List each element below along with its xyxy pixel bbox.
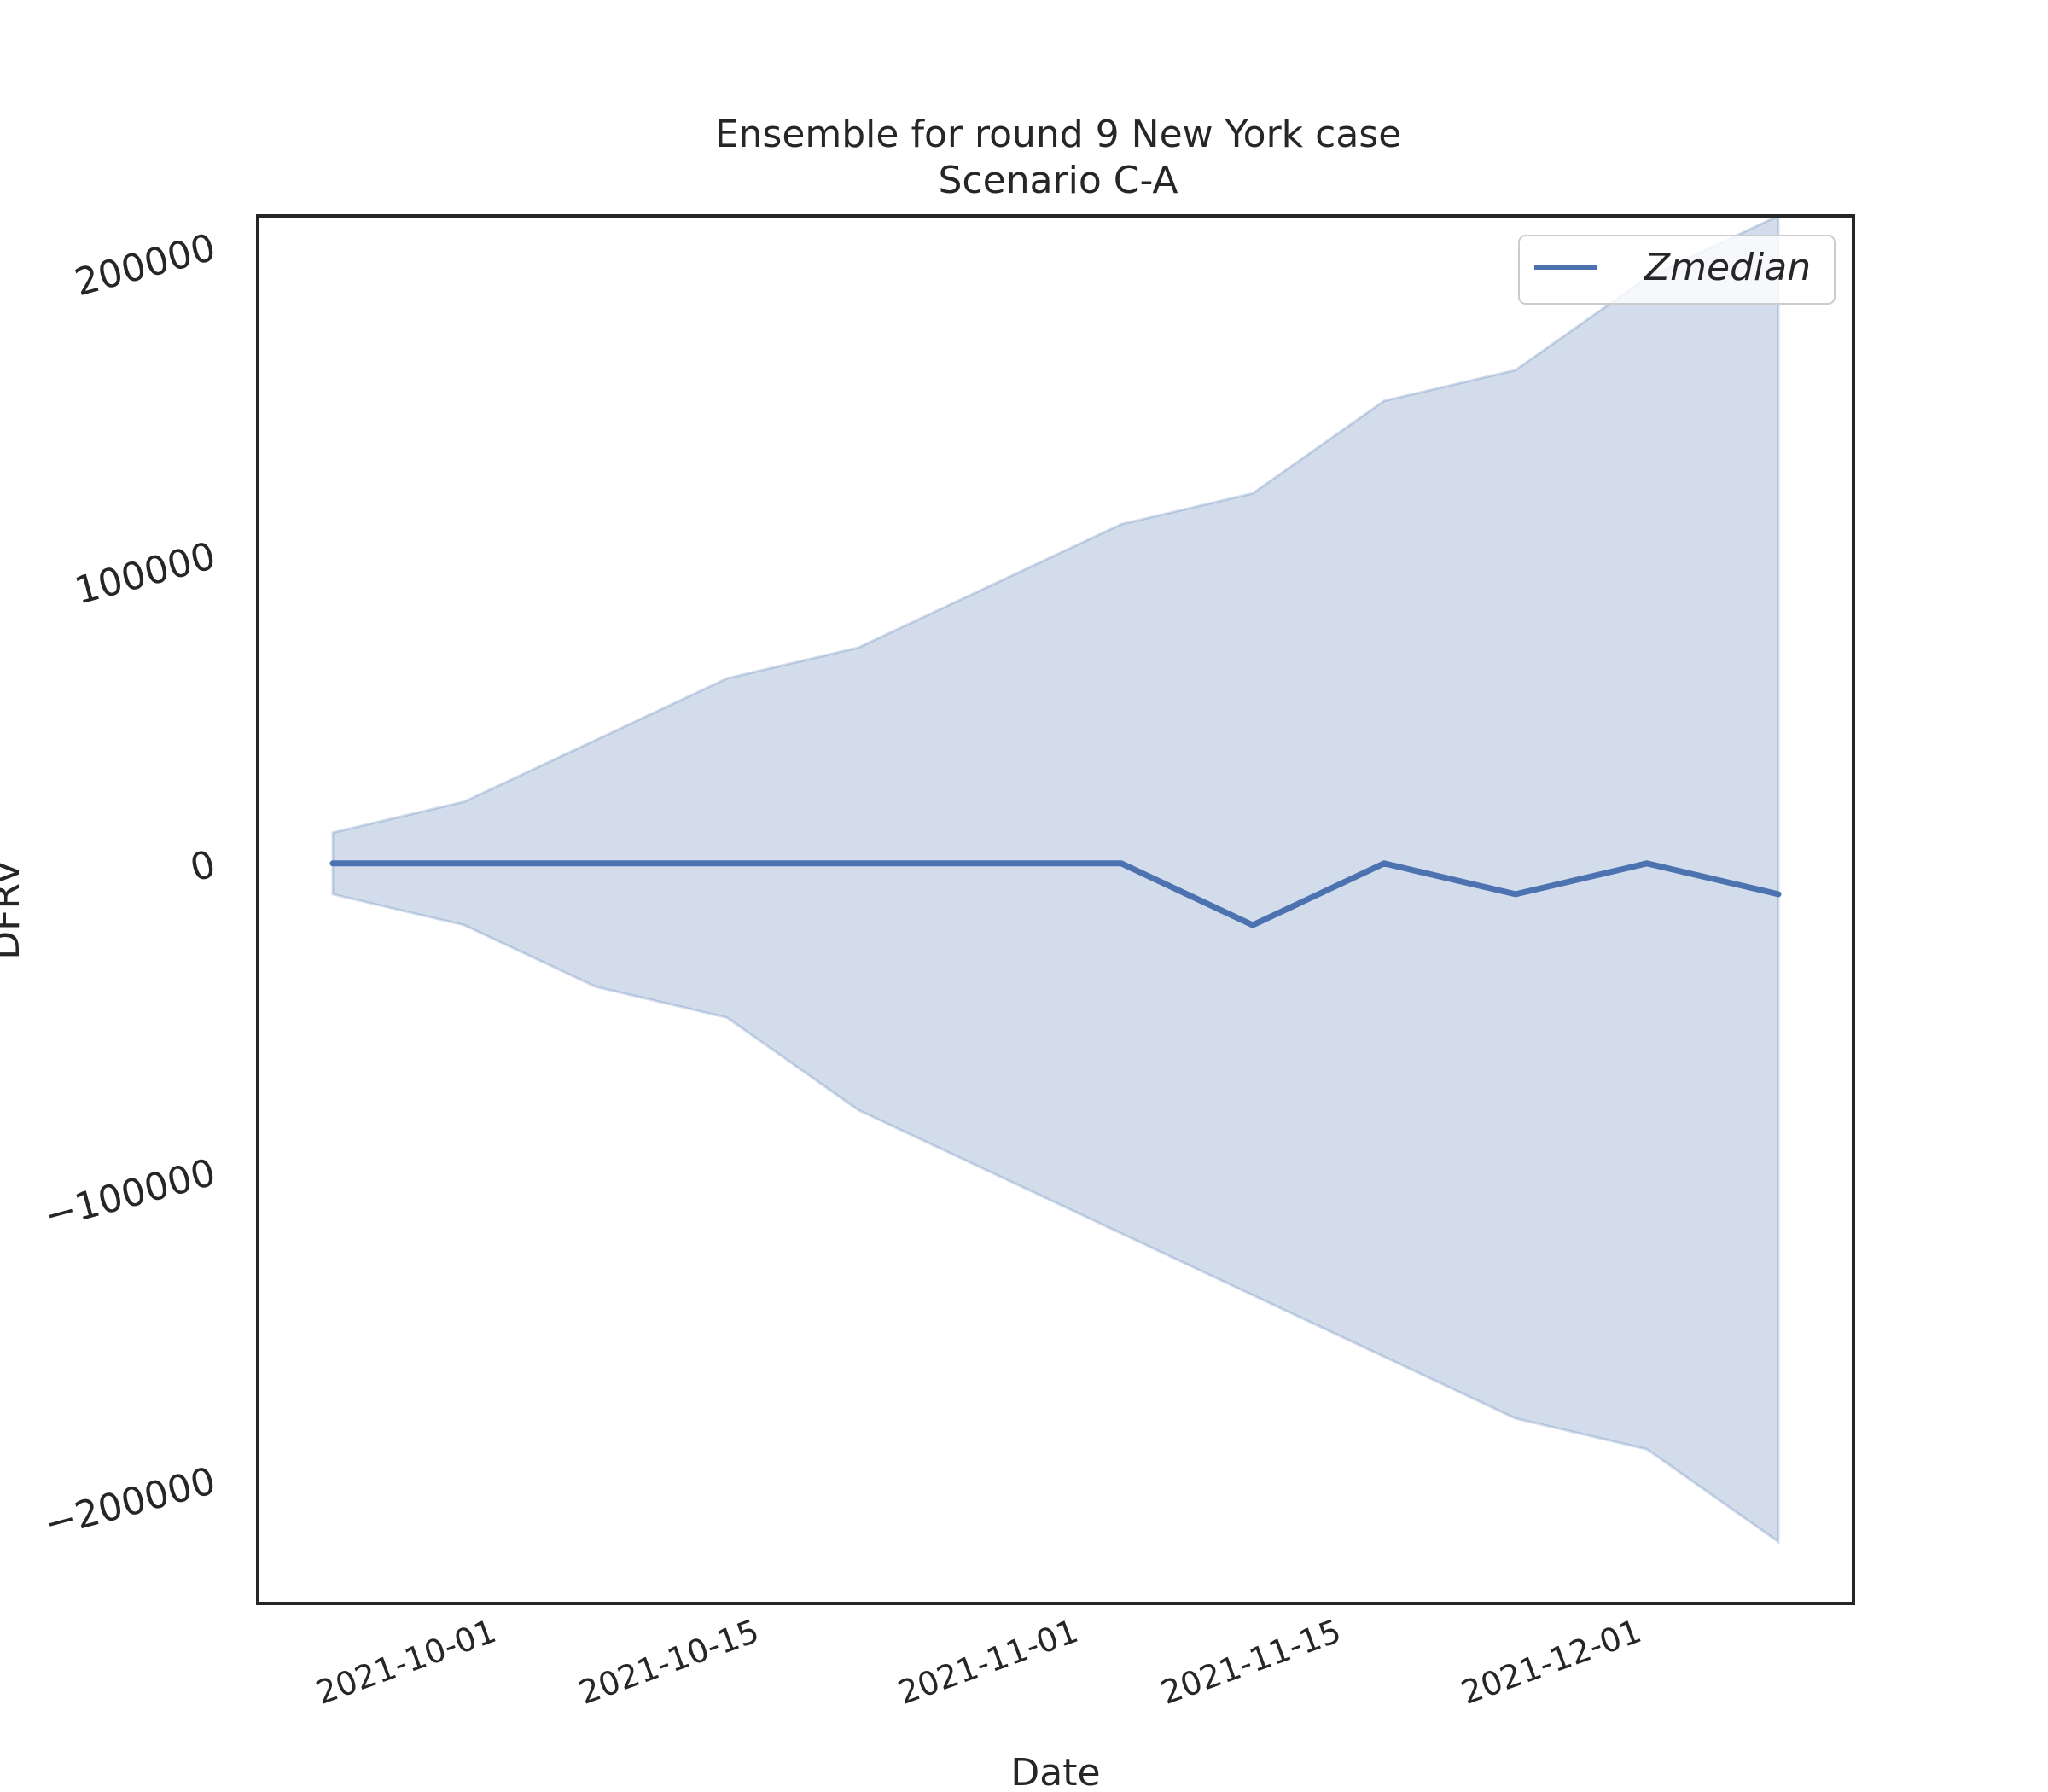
- y-tick-label: 100000: [70, 534, 219, 614]
- y-tick-label: −100000: [40, 1150, 220, 1237]
- series-line-zmedian: [329, 860, 1782, 928]
- y-axis-label: DFRV: [0, 859, 28, 959]
- legend-label-zmedian: Zmedian: [1644, 246, 1811, 289]
- plot-area: [329, 213, 1782, 1545]
- chart-title: Ensemble for round 9 New York case: [715, 113, 1402, 156]
- legend-box: [1518, 235, 1836, 305]
- x-tick-label: 2021-10-15: [574, 1612, 765, 1712]
- x-axis-ticks: 2021-10-01 2021-10-15 2021-11-01 2021-11-15…: [311, 1612, 1647, 1712]
- x-tick-label: 2021-11-01: [893, 1612, 1084, 1712]
- y-tick-label: 200000: [70, 225, 219, 305]
- x-tick-label: 2021-12-01: [1457, 1612, 1647, 1712]
- uncertainty-band: [331, 213, 1780, 1545]
- y-axis-ticks: −200000 −100000 0 100000 200000: [40, 225, 220, 1546]
- y-tick-label: −200000: [40, 1459, 220, 1546]
- x-tick-label: 2021-10-01: [311, 1612, 502, 1712]
- x-axis-label: Date: [1010, 1751, 1100, 1792]
- legend: Zmedian: [1518, 235, 1836, 305]
- y-tick-label: 0: [186, 842, 220, 891]
- x-tick-label: 2021-11-15: [1156, 1612, 1347, 1712]
- plot-frame: [256, 214, 1855, 1605]
- chart-subtitle: Scenario C-A: [939, 159, 1178, 202]
